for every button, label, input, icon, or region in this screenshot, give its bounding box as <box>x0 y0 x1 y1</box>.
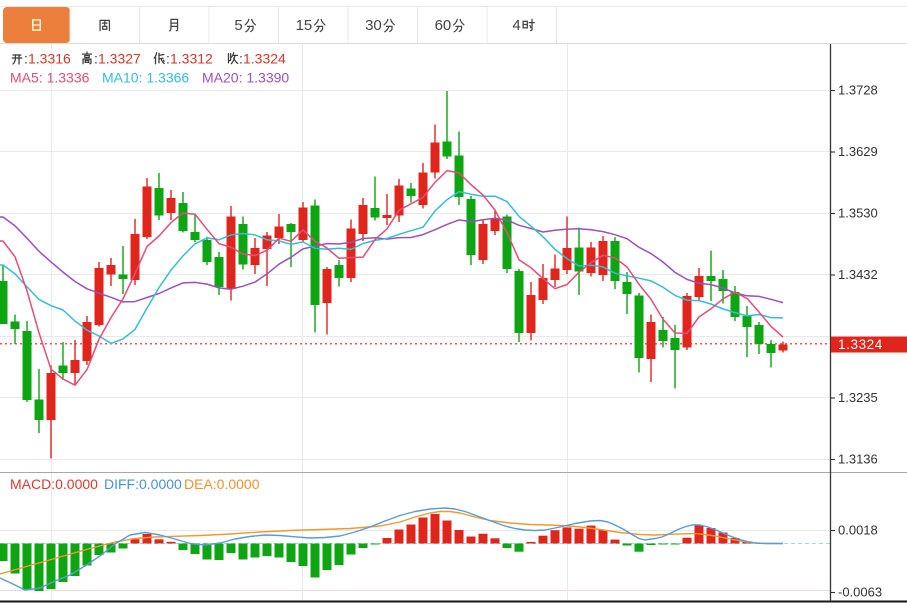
svg-text:15: 15 <box>296 17 313 34</box>
svg-text:MA10: 1.3366: MA10: 1.3366 <box>102 70 189 86</box>
svg-text:4: 4 <box>512 17 520 34</box>
svg-text:1.3136: 1.3136 <box>838 452 878 467</box>
svg-text:5: 5 <box>234 17 242 34</box>
svg-text:0.0018: 0.0018 <box>838 523 878 538</box>
svg-text:1.3728: 1.3728 <box>838 83 878 98</box>
svg-text:MACD:0.0000: MACD:0.0000 <box>10 476 98 492</box>
svg-text:MA20: 1.3390: MA20: 1.3390 <box>202 70 289 86</box>
svg-text:1.3530: 1.3530 <box>838 206 878 221</box>
svg-text:DIFF:0.0000: DIFF:0.0000 <box>104 476 182 492</box>
svg-text:DEA:0.0000: DEA:0.0000 <box>184 476 260 492</box>
svg-text::: : <box>24 51 28 67</box>
svg-text:1.3324: 1.3324 <box>243 51 286 67</box>
svg-text:1.3327: 1.3327 <box>98 51 141 67</box>
svg-text:1.3324: 1.3324 <box>838 337 883 352</box>
svg-text:1.3316: 1.3316 <box>28 51 71 67</box>
svg-text:60: 60 <box>435 17 452 34</box>
svg-text:1.3235: 1.3235 <box>838 390 878 405</box>
svg-text:-0.0063: -0.0063 <box>838 585 882 600</box>
svg-text::: : <box>166 51 170 67</box>
svg-text:MA5: 1.3336: MA5: 1.3336 <box>10 70 90 86</box>
svg-text:1.3432: 1.3432 <box>838 267 878 282</box>
svg-text:1.3312: 1.3312 <box>170 51 213 67</box>
svg-text::: : <box>94 51 98 67</box>
svg-text:30: 30 <box>365 17 382 34</box>
svg-text:1.3629: 1.3629 <box>838 144 878 159</box>
svg-text::: : <box>239 51 243 67</box>
